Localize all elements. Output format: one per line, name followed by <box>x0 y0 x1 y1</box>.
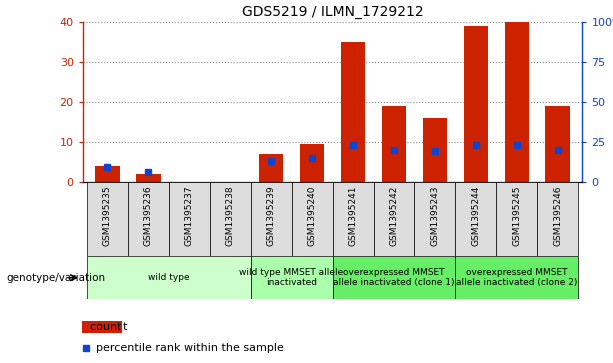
Text: overexpressed MMSET
allele inactivated (clone 2): overexpressed MMSET allele inactivated (… <box>456 268 577 287</box>
Bar <box>87 256 251 299</box>
Text: GSM1395237: GSM1395237 <box>185 185 194 246</box>
Text: GSM1395239: GSM1395239 <box>267 185 276 246</box>
Bar <box>382 106 406 182</box>
Bar <box>455 256 578 299</box>
Text: GSM1395241: GSM1395241 <box>349 185 357 246</box>
Text: percentile rank within the sample: percentile rank within the sample <box>96 343 284 354</box>
Text: GSM1395245: GSM1395245 <box>512 185 521 246</box>
Bar <box>373 182 414 256</box>
Bar <box>341 42 365 182</box>
Bar <box>333 256 455 299</box>
Bar <box>463 26 488 182</box>
Text: overexpressed MMSET
allele inactivated (clone 1): overexpressed MMSET allele inactivated (… <box>333 268 455 287</box>
Bar <box>95 166 120 182</box>
Text: count: count <box>96 322 128 332</box>
Text: GSM1395244: GSM1395244 <box>471 185 481 246</box>
Title: GDS5219 / ILMN_1729212: GDS5219 / ILMN_1729212 <box>242 5 424 19</box>
Bar <box>259 154 283 182</box>
Bar <box>300 144 324 182</box>
Bar <box>128 182 169 256</box>
Bar <box>210 182 251 256</box>
Bar <box>504 22 529 182</box>
Bar <box>251 182 292 256</box>
Bar <box>414 182 455 256</box>
Bar <box>169 182 210 256</box>
Bar <box>497 182 538 256</box>
Bar <box>422 118 447 182</box>
Bar <box>87 182 128 256</box>
Text: GSM1395240: GSM1395240 <box>308 185 316 246</box>
Text: wild type: wild type <box>148 273 189 282</box>
Text: GSM1395242: GSM1395242 <box>389 185 398 246</box>
Text: GSM1395243: GSM1395243 <box>430 185 440 246</box>
Text: count: count <box>83 322 121 332</box>
Bar <box>333 182 373 256</box>
Bar <box>538 182 578 256</box>
Bar <box>251 256 333 299</box>
Text: GSM1395236: GSM1395236 <box>144 185 153 246</box>
Text: GSM1395246: GSM1395246 <box>554 185 562 246</box>
Text: wild type MMSET allele
inactivated: wild type MMSET allele inactivated <box>240 268 344 287</box>
Bar <box>292 182 333 256</box>
Text: GSM1395238: GSM1395238 <box>226 185 235 246</box>
Text: GSM1395235: GSM1395235 <box>103 185 112 246</box>
Bar <box>546 106 570 182</box>
Bar <box>455 182 497 256</box>
Bar <box>136 174 161 182</box>
Text: genotype/variation: genotype/variation <box>6 273 105 283</box>
